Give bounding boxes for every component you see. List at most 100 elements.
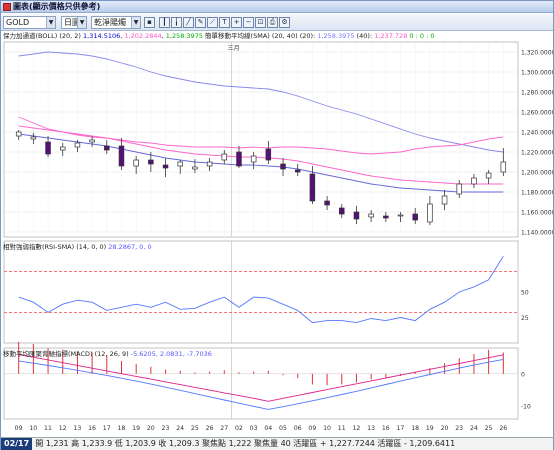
candle-body xyxy=(368,213,374,218)
candle-body xyxy=(192,166,198,170)
candle-body xyxy=(265,148,272,161)
chart-style-select[interactable]: 乾淨陽燭 ▼ xyxy=(91,16,141,29)
boll-upper-value: 1,314.5106 xyxy=(83,32,121,40)
line-chart-button[interactable]: ╱ xyxy=(183,17,194,28)
boll-label: 保力加通道(BOLL) (20, 2) xyxy=(3,32,81,40)
rsi-legend: 相對強弱指數(RSI-SMA) (14, 0, 0) 28.2867, 0, 0 xyxy=(3,241,152,251)
x-tick-label: 13 xyxy=(367,425,375,432)
candle-body xyxy=(89,139,95,143)
sma-20-value: 1,258.3975 xyxy=(317,32,355,40)
rsi-y-tick-label: 50 xyxy=(521,290,529,297)
app-icon xyxy=(3,2,11,11)
y-tick-label: 1,300.0000 xyxy=(521,70,553,77)
candle-body xyxy=(177,161,183,167)
title-bar: 圖表(顯示價格只供參考) xyxy=(1,1,553,13)
candle-body xyxy=(427,203,433,223)
chart-canvas[interactable]: 1,320.0000 1,300.0000 1,280.0000 1,260.0000… xyxy=(1,1,553,437)
macd-signal-line xyxy=(18,358,504,410)
x-tick-label: 20 xyxy=(147,425,155,432)
candle-body xyxy=(250,155,257,163)
sma-40-sep: (40): xyxy=(356,32,373,40)
candle-body xyxy=(339,207,345,215)
boll-lower-line xyxy=(18,116,504,155)
candle-body xyxy=(206,161,213,167)
x-tick-label: 26 xyxy=(206,425,214,432)
x-tick-label: 19 xyxy=(132,425,140,432)
x-tick-label: 24 xyxy=(470,425,478,432)
rsi-params: (14, 0, 0) xyxy=(76,243,107,251)
x-tick-label: 18 xyxy=(411,425,419,432)
candle-chart-button[interactable]: ╽ xyxy=(171,17,182,28)
zoom-in-icon: + xyxy=(233,18,240,26)
x-tick-label: 11 xyxy=(44,425,52,432)
candle-body xyxy=(441,195,448,205)
bar-chart-icon: ┃ xyxy=(162,18,167,26)
x-tick-label: 16 xyxy=(382,425,390,432)
x-tick-label: 23 xyxy=(162,425,170,432)
macd-value: -5.6205, 2.0831, -7.7036 xyxy=(130,350,212,358)
candle-body xyxy=(294,169,301,173)
candle-body xyxy=(309,173,316,202)
candle-body xyxy=(74,142,81,148)
x-tick-label: 16 xyxy=(88,425,96,432)
pane-frame-2 xyxy=(3,347,519,420)
settings-button[interactable]: ⚙ xyxy=(279,17,290,28)
period-select[interactable]: 日圖 ▼ xyxy=(61,16,87,29)
y-tick-label: 1,140.0000 xyxy=(521,230,553,237)
x-tick-label: 12 xyxy=(352,425,360,432)
zoom-in-button[interactable]: + xyxy=(231,17,242,28)
y-tick-label: 1,180.0000 xyxy=(521,190,553,197)
candle-body xyxy=(59,146,66,151)
boll-mid-value: 1,258.3975 xyxy=(165,32,203,40)
chevron-down-icon: ▼ xyxy=(131,17,140,28)
y-tick-label: 1,260.0000 xyxy=(521,110,553,117)
period-value: 日圖 xyxy=(64,18,80,27)
settings-icon: ⚙ xyxy=(281,18,288,26)
y-tick-label: 1,280.0000 xyxy=(521,90,553,97)
trendline-button[interactable]: ⟋ xyxy=(207,17,218,28)
x-tick-label: 10 xyxy=(29,425,37,432)
line-chart-icon: ╱ xyxy=(186,18,191,26)
x-tick-label: 17 xyxy=(103,425,111,432)
x-tick-label: 13 xyxy=(73,425,81,432)
macd-y-tick-label: -10 xyxy=(521,404,531,411)
candle-body xyxy=(30,136,37,140)
print-button[interactable]: ⎙ xyxy=(267,17,278,28)
candle-body xyxy=(485,172,492,179)
chevron-down-icon: ▼ xyxy=(46,17,55,28)
x-tick-label: 03 xyxy=(250,425,258,432)
x-tick-label: 09 xyxy=(308,425,316,432)
text-tool-button[interactable]: T xyxy=(219,17,230,28)
rsi-label: 相對強弱指數(RSI-SMA) xyxy=(3,243,75,251)
x-tick-label: 05 xyxy=(279,425,287,432)
candle-body xyxy=(280,163,286,170)
symbol-select[interactable]: GOLD ▼ xyxy=(3,16,56,29)
save-icon: ▪ xyxy=(147,18,152,26)
y-tick-label: 1,220.0000 xyxy=(521,150,553,157)
status-text: 開 1,231 高 1,233.9 低 1,203.9 收 1,209.3 聚焦… xyxy=(35,439,456,448)
x-tick-label: 06 xyxy=(294,425,302,432)
candle-chart-icon: ╽ xyxy=(174,18,179,26)
boll-lower-value: 1,202.2844 xyxy=(124,32,162,40)
x-tick-label: 25 xyxy=(191,425,199,432)
fit-button[interactable]: ⊡ xyxy=(255,17,266,28)
candle-body xyxy=(104,145,110,151)
window-title: 圖表(顯示價格只供參考) xyxy=(13,2,101,11)
x-tick-label: 04 xyxy=(264,425,272,432)
symbol-value: GOLD xyxy=(6,18,30,27)
x-tick-label: 18 xyxy=(117,425,125,432)
zoom-out-button[interactable]: − xyxy=(243,17,254,28)
boll-upper-line xyxy=(18,51,504,153)
candle-body xyxy=(412,213,418,221)
candle-body xyxy=(456,183,463,195)
bar-chart-button[interactable]: ┃ xyxy=(159,17,170,28)
candle-body xyxy=(15,131,22,137)
x-tick-label: 09 xyxy=(15,425,23,432)
candle-body xyxy=(236,151,242,167)
status-date: 02/17 xyxy=(1,438,33,450)
macd-legend: 移動平均匯聚背馳指標(MACD) (12, 26, 9) -5.6205, 2.… xyxy=(3,348,212,358)
draw-button[interactable]: ✎ xyxy=(195,17,206,28)
chevron-down-icon: ▼ xyxy=(77,17,86,28)
save-button[interactable]: ▪ xyxy=(144,17,155,28)
